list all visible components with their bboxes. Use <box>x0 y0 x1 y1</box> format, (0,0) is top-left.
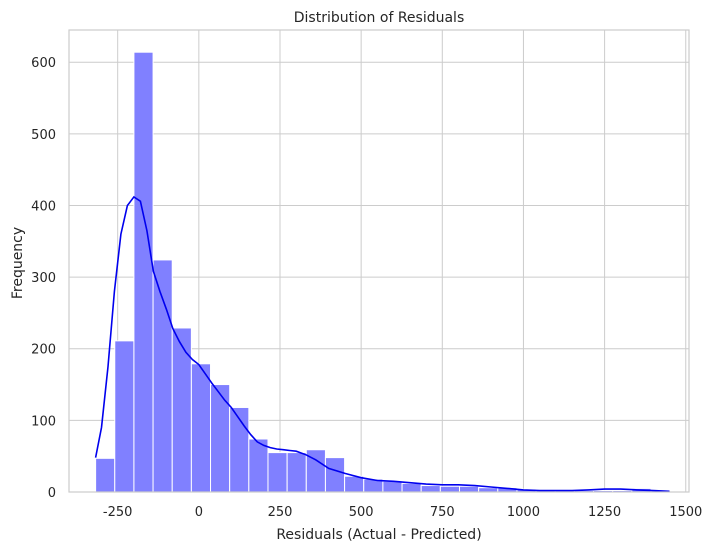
histogram-bar <box>171 327 192 493</box>
histogram-bar <box>439 485 461 493</box>
histogram-bar <box>478 487 499 493</box>
x-tick-label: 0 <box>195 505 203 520</box>
x-tick-labels: -250 0 250 500 750 1000 1250 1500 <box>103 505 702 520</box>
y-tick-label: 400 <box>31 199 56 214</box>
y-tick-labels: 0 100 200 300 400 500 600 <box>31 56 56 501</box>
x-tick-label: 750 <box>430 505 455 520</box>
y-tick-label: 100 <box>31 414 56 429</box>
histogram-bar <box>401 482 422 493</box>
histogram-bar <box>344 475 365 493</box>
x-axis-label: Residuals (Actual - Predicted) <box>276 527 481 543</box>
y-tick-label: 0 <box>48 486 56 501</box>
histogram-bar <box>210 384 231 493</box>
plot-frame <box>68 29 690 493</box>
x-tick-label: -250 <box>103 505 133 520</box>
y-axis-label: Frequency <box>10 227 26 299</box>
histogram-bar <box>114 340 135 493</box>
histogram-bar <box>133 51 154 493</box>
histogram-bar <box>248 438 269 493</box>
histogram-bar <box>286 452 307 493</box>
x-tick-label: 1250 <box>588 505 621 520</box>
histogram-bar <box>267 452 288 493</box>
histogram-bar <box>420 485 441 493</box>
bar-layer <box>95 51 671 493</box>
histogram-bar <box>95 457 116 493</box>
x-tick-label: 1000 <box>507 505 540 520</box>
kde-curve <box>94 195 670 493</box>
histogram-bar <box>382 480 403 493</box>
histogram-bar <box>190 363 212 493</box>
y-tick-label: 500 <box>31 128 56 143</box>
x-tick-label: 1500 <box>669 505 702 520</box>
x-tick-label: 500 <box>349 505 374 520</box>
histogram-bar <box>152 259 173 493</box>
y-tick-label: 200 <box>31 343 56 358</box>
y-tick-label: 300 <box>31 271 56 286</box>
histogram-bar <box>459 485 480 493</box>
x-tick-label: 250 <box>268 505 293 520</box>
y-tick-label: 600 <box>31 56 56 71</box>
histogram-bar <box>324 457 346 493</box>
chart-title: Distribution of Residuals <box>294 10 465 26</box>
